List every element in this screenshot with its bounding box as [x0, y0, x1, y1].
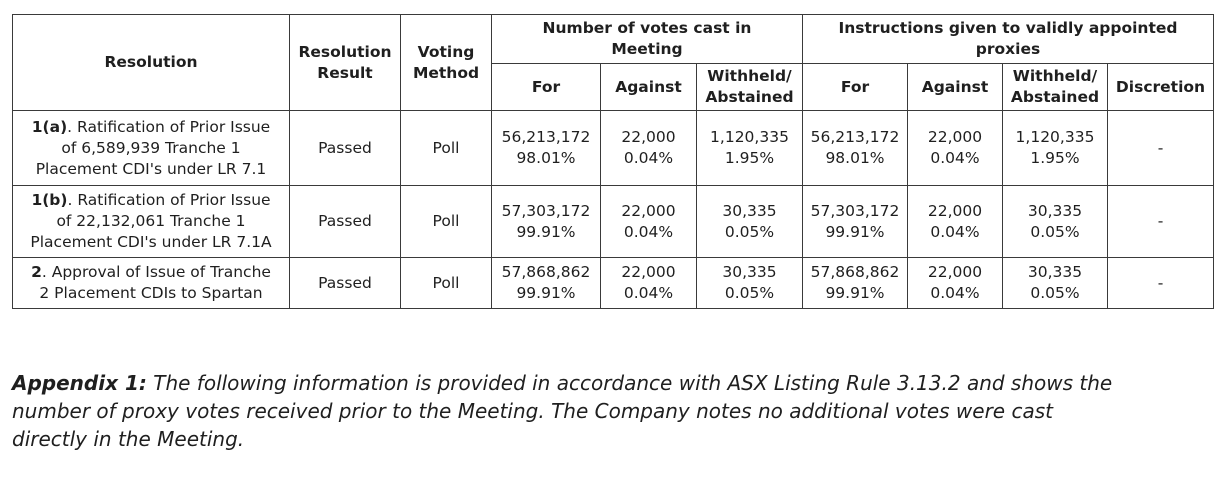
resolution-number: 1(b) — [31, 191, 68, 209]
vote-percent: 98.01% — [825, 149, 885, 167]
proxy-for-cell: 56,213,172 98.01% — [802, 110, 908, 186]
proxy-against-cell: 22,000 0.04% — [907, 185, 1003, 258]
proxy-against-header: Against — [907, 63, 1003, 111]
vote-percent: 0.05% — [724, 222, 775, 241]
proxy-for-cell: 57,303,172 99.91% — [802, 185, 908, 258]
vote-count: 56,213,172 — [501, 128, 591, 146]
resolution-header: Resolution — [12, 14, 290, 111]
meeting-for-cell: 57,868,862 99.91% — [491, 257, 601, 309]
vote-count: 22,000 — [927, 263, 983, 281]
proxy-withheld-cell: 1,120,335 1.95% — [1002, 110, 1108, 186]
proxy-instructions-group-header: Instructions given to validly appointed … — [802, 14, 1214, 64]
resolution-description: . Ratification of Prior Issue of 22,132,… — [30, 191, 272, 251]
discretion-cell: - — [1107, 185, 1214, 258]
vote-count: 1,120,335 — [710, 128, 789, 146]
table-row-resolution-1a: 1(a). Ratification of Prior Issue of 6,5… — [12, 110, 1214, 186]
resolution-cell: 1(b). Ratification of Prior Issue of 22,… — [12, 185, 290, 258]
vote-count: 1,120,335 — [1015, 128, 1095, 146]
vote-percent: 0.04% — [930, 149, 980, 167]
proxy-withheld-cell: 30,335 0.05% — [1002, 185, 1108, 258]
method-cell: Poll — [400, 185, 492, 258]
proxy-against-cell: 22,000 0.04% — [907, 110, 1003, 186]
table-row-resolution-2: 2. Approval of Issue of Tranche 2 Placem… — [12, 257, 1214, 309]
resolution-cell: 2. Approval of Issue of Tranche 2 Placem… — [12, 257, 290, 309]
proxy-for-cell: 57,868,862 99.91% — [802, 257, 908, 309]
meeting-for-cell: 57,303,172 99.91% — [491, 185, 601, 258]
vote-percent: 0.04% — [930, 222, 980, 241]
proxy-for-header: For — [802, 63, 908, 111]
discretion-header: Discretion — [1107, 63, 1214, 111]
meeting-votes-group-header: Number of votes cast in Meeting — [491, 14, 803, 64]
vote-count: 57,868,862 — [810, 263, 900, 281]
vote-percent: 1.95% — [724, 149, 775, 167]
vote-count: 57,303,172 — [810, 201, 900, 220]
vote-percent: 99.91% — [516, 284, 576, 302]
voting-results-table: Resolution Resolution Result Voting Meth… — [12, 14, 1214, 309]
discretion-cell: - — [1107, 257, 1214, 309]
method-cell: Poll — [400, 257, 492, 309]
vote-percent: 99.91% — [825, 284, 885, 302]
vote-count: 30,335 — [1027, 263, 1083, 281]
meeting-against-cell: 22,000 0.04% — [600, 185, 697, 258]
discretion-cell: - — [1107, 110, 1214, 186]
vote-count: 30,335 — [722, 201, 777, 220]
vote-percent: 99.91% — [516, 222, 576, 241]
vote-percent: 0.04% — [623, 284, 674, 302]
appendix-note: Appendix 1: The following information is… — [12, 369, 1215, 453]
resolution-description: . Approval of Issue of Tranche 2 Placeme… — [39, 263, 271, 302]
meeting-against-cell: 22,000 0.04% — [600, 110, 697, 186]
vote-percent: 0.04% — [930, 284, 980, 302]
vote-percent: 98.01% — [516, 149, 576, 167]
vote-count: 57,868,862 — [501, 263, 591, 281]
vote-percent: 0.04% — [623, 149, 674, 167]
vote-percent: 99.91% — [825, 222, 885, 241]
meeting-against-cell: 22,000 0.04% — [600, 257, 697, 309]
voting-method-header: Voting Method — [400, 14, 492, 111]
meeting-withheld-cell: 30,335 0.05% — [696, 185, 803, 258]
proxy-withheld-cell: 30,335 0.05% — [1002, 257, 1108, 309]
vote-percent: 0.05% — [1030, 222, 1080, 241]
vote-count: 57,303,172 — [501, 201, 591, 220]
resolution-number: 2 — [31, 263, 42, 281]
meeting-for-cell: 56,213,172 98.01% — [491, 110, 601, 186]
result-cell: Passed — [289, 110, 401, 186]
vote-count: 22,000 — [621, 263, 676, 281]
result-cell: Passed — [289, 257, 401, 309]
resolution-result-header: Resolution Result — [289, 14, 401, 111]
meeting-against-header: Against — [600, 63, 697, 111]
resolution-cell: 1(a). Ratification of Prior Issue of 6,5… — [12, 110, 290, 186]
vote-count: 22,000 — [927, 201, 983, 220]
vote-percent: 0.04% — [623, 222, 674, 241]
vote-count: 30,335 — [1027, 201, 1083, 220]
proxy-withheld-header: Withheld/ Abstained — [1002, 63, 1108, 111]
vote-count: 22,000 — [621, 128, 676, 146]
vote-percent: 1.95% — [1030, 149, 1080, 167]
vote-percent: 0.05% — [724, 284, 775, 302]
meeting-withheld-cell: 30,335 0.05% — [696, 257, 803, 309]
resolution-number: 1(a) — [31, 117, 68, 136]
appendix-label: Appendix 1: — [12, 371, 147, 395]
result-cell: Passed — [289, 185, 401, 258]
proxy-against-cell: 22,000 0.04% — [907, 257, 1003, 309]
vote-count: 22,000 — [621, 201, 676, 220]
vote-count: 30,335 — [722, 263, 777, 281]
meeting-withheld-header: Withheld/ Abstained — [696, 63, 803, 111]
method-cell: Poll — [400, 110, 492, 186]
meeting-for-header: For — [491, 63, 601, 111]
meeting-withheld-cell: 1,120,335 1.95% — [696, 110, 803, 186]
vote-count: 22,000 — [927, 128, 983, 146]
resolution-description: . Ratification of Prior Issue of 6,589,9… — [35, 117, 271, 178]
table-row-resolution-1b: 1(b). Ratification of Prior Issue of 22,… — [12, 185, 1214, 258]
vote-count: 56,213,172 — [810, 128, 900, 146]
appendix-body: The following information is provided in… — [12, 371, 1113, 451]
vote-percent: 0.05% — [1030, 284, 1080, 302]
